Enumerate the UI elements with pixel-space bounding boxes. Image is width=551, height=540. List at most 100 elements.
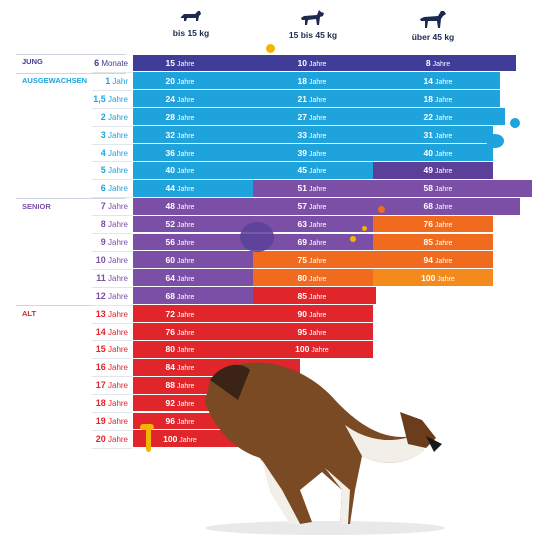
- data-label: 18 Jahre: [424, 94, 453, 104]
- human-age-value: 49: [423, 165, 433, 176]
- chart-bar-segment: [373, 197, 520, 215]
- paint-splash: [240, 222, 274, 252]
- age-unit: Jahre: [105, 255, 128, 265]
- chart-bar-segment: [373, 179, 532, 197]
- data-label: 76 Jahre: [424, 219, 453, 229]
- data-label: 39 Jahre: [298, 148, 327, 158]
- age-number: 4: [100, 147, 106, 158]
- human-age-value: 57: [297, 201, 307, 212]
- chart-bar-segment: [133, 144, 253, 161]
- age-label: 15 Jahre: [60, 344, 128, 354]
- human-age-value: 75: [297, 254, 307, 265]
- chart-bar-segment: [253, 215, 373, 233]
- chart-bar-segment: [133, 161, 253, 179]
- paint-splash: [266, 44, 275, 53]
- human-age-value: 44: [165, 183, 175, 194]
- paint-splash: [362, 226, 367, 231]
- chart-bar-segment: [133, 126, 253, 143]
- age-unit: Jahre: [105, 434, 128, 444]
- age-label: 4 Jahre: [60, 148, 128, 158]
- human-age-unit: Jahre: [307, 329, 327, 337]
- human-age-value: 92: [165, 398, 175, 409]
- age-number: 14: [95, 326, 106, 337]
- human-age-unit: Jahre: [433, 150, 453, 158]
- human-age-value: 32: [165, 129, 175, 140]
- human-age-unit: Jahre: [309, 347, 329, 355]
- data-label: 63 Jahre: [298, 219, 327, 229]
- data-label: 15 Jahre: [166, 58, 195, 68]
- human-age-value: 28: [165, 111, 175, 122]
- chart-bar-segment: [133, 287, 253, 305]
- paint-drip: [146, 428, 151, 452]
- age-number: 7: [100, 201, 106, 212]
- chart-bar-segment: [133, 323, 253, 340]
- human-age-value: 100: [295, 344, 310, 355]
- chart-bar-segment: [133, 233, 253, 251]
- row-divider: [92, 71, 132, 73]
- human-age-unit: Jahre: [175, 96, 195, 104]
- human-age-value: 36: [165, 147, 175, 158]
- age-number: 9: [100, 237, 106, 247]
- chart-bar-segment: [133, 179, 253, 197]
- chart-bar-segment: [133, 340, 253, 358]
- paint-splash: [378, 206, 385, 213]
- data-label: 14 Jahre: [424, 76, 453, 86]
- human-age-value: 40: [165, 165, 175, 176]
- paint-drip: [140, 424, 154, 430]
- human-age-value: 100: [163, 433, 178, 444]
- row-divider: [92, 197, 132, 199]
- data-label: 21 Jahre: [298, 94, 327, 104]
- age-label: 6 Monate: [60, 58, 128, 68]
- age-unit: Jahre: [105, 381, 128, 391]
- human-age-value: 8: [425, 58, 431, 68]
- human-age-value: 95: [297, 326, 307, 337]
- age-label: 10 Jahre: [60, 255, 128, 265]
- chart-bar-segment: [253, 144, 373, 161]
- human-age-unit: Jahre: [175, 383, 195, 391]
- human-age-unit: Jahre: [177, 436, 197, 444]
- data-label: 68 Jahre: [166, 291, 195, 301]
- column-header-large: über 45 kg: [378, 8, 488, 42]
- human-age-value: 21: [297, 93, 307, 104]
- paint-splash: [486, 134, 504, 148]
- human-age-value: 27: [297, 111, 307, 122]
- row-divider: [92, 125, 132, 127]
- chart-bar-segment: [133, 54, 253, 72]
- human-age-value: 18: [297, 75, 307, 86]
- human-age-value: 60: [165, 254, 175, 265]
- data-label: 100 Jahre: [421, 273, 455, 283]
- data-label: 57 Jahre: [298, 201, 327, 211]
- human-age-value: 85: [297, 290, 307, 301]
- data-label: 8 Jahre: [426, 58, 450, 68]
- chart-bar-segment: [373, 54, 516, 72]
- data-label: 100 Jahre: [295, 344, 329, 354]
- human-age-value: 64: [165, 272, 175, 283]
- row-divider: [92, 107, 132, 109]
- age-label: 11 Jahre: [60, 273, 128, 283]
- age-unit: Jahr: [110, 76, 128, 86]
- stage-divider-jung: [16, 54, 126, 55]
- column-label-small: bis 15 kg: [172, 28, 210, 38]
- human-age-value: 100: [421, 272, 436, 283]
- small-dog-icon: [181, 11, 201, 21]
- data-label: 95 Jahre: [298, 327, 327, 337]
- data-label: 20 Jahre: [166, 76, 195, 86]
- age-number: 6: [94, 58, 100, 68]
- human-age-value: 68: [423, 201, 433, 212]
- data-label: 84 Jahre: [166, 362, 195, 372]
- chart-bar-segment: [373, 90, 500, 108]
- human-age-value: 96: [165, 416, 175, 426]
- age-number: 16: [95, 362, 106, 373]
- human-age-unit: Jahre: [175, 275, 195, 283]
- chart-bar-segment: [253, 323, 373, 340]
- chart-bar-segment: [253, 108, 373, 126]
- row-divider: [92, 215, 132, 217]
- data-label: 80 Jahre: [298, 273, 327, 283]
- chart-bar-segment: [133, 90, 253, 108]
- human-age-unit: Jahre: [307, 168, 327, 176]
- human-age-unit: Jahre: [307, 61, 327, 68]
- human-age-value: 18: [423, 93, 433, 104]
- data-label: 10 Jahre: [298, 58, 327, 68]
- human-age-unit: Jahre: [175, 347, 195, 355]
- chart-bar-segment: [253, 179, 373, 197]
